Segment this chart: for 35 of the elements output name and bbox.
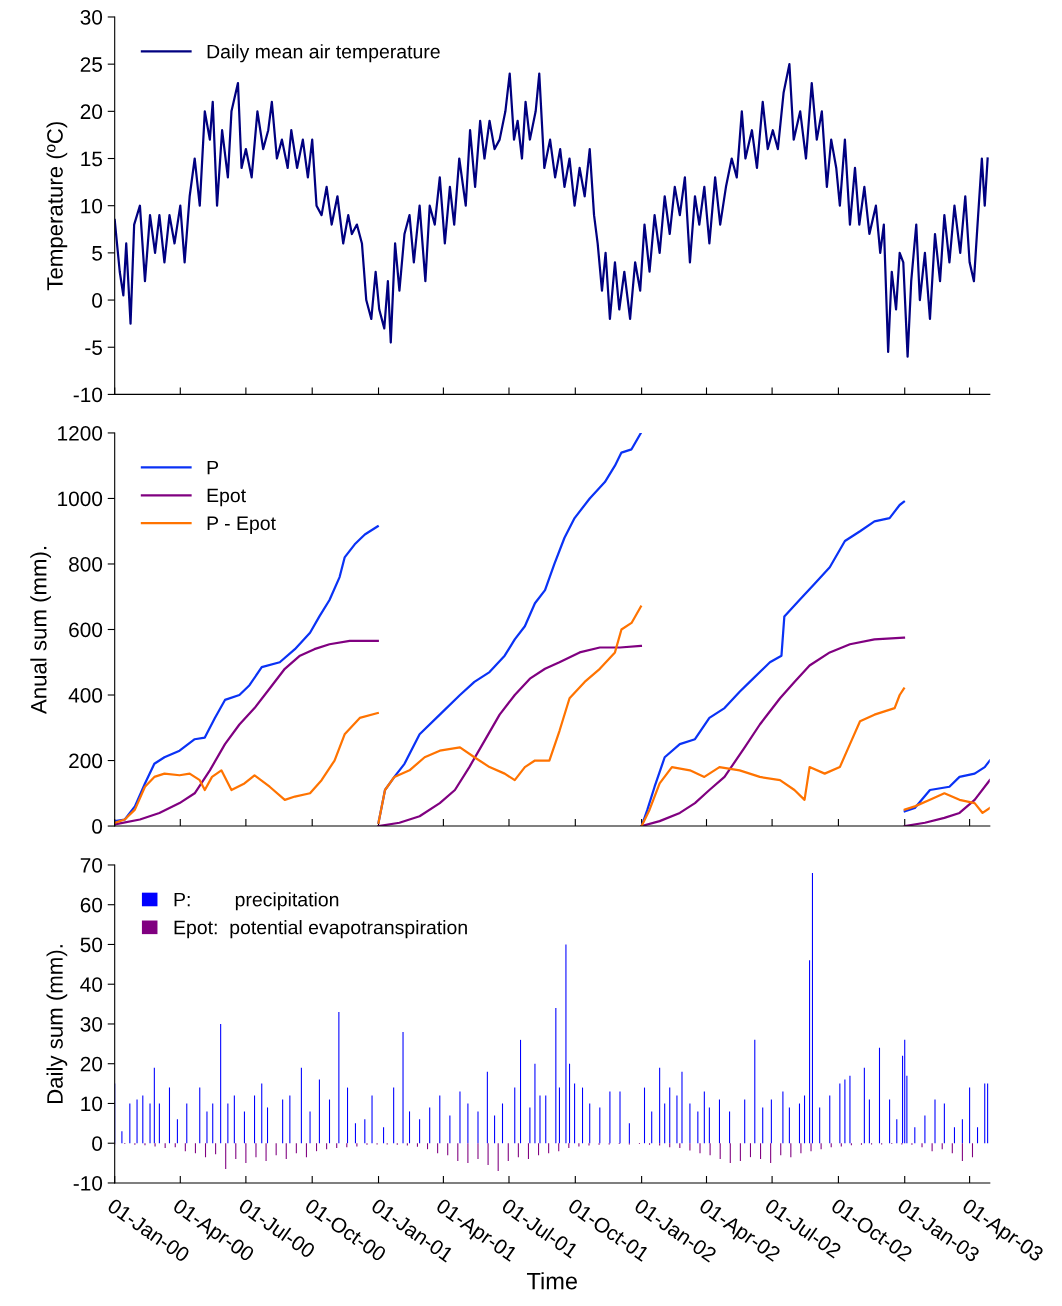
x-axis-title: Time xyxy=(526,1272,577,1290)
legend-label: Daily mean air temperature xyxy=(207,44,440,63)
y-tick-label: 200 xyxy=(69,753,103,769)
y-tick-label: 50 xyxy=(80,937,103,953)
legend-label: Epot xyxy=(207,488,246,507)
y-tick-label: 1000 xyxy=(58,491,103,507)
legend-label: Epot: potential evapotranspiration xyxy=(174,920,467,939)
legend-label: P: precipitation xyxy=(174,892,339,911)
y-tick-label: 40 xyxy=(80,977,103,992)
y-tick-label: 20 xyxy=(80,1056,103,1072)
y-tick-label: -10 xyxy=(73,1175,103,1191)
y-tick-label: 0 xyxy=(92,1136,103,1151)
y-tick-label: 5 xyxy=(92,246,103,261)
legend-label: P xyxy=(207,460,219,475)
y-tick-label: 60 xyxy=(80,897,103,913)
y-axis-title: Anual sum (mm). xyxy=(30,546,51,715)
y-axis-title: Temperature (ºC) xyxy=(46,122,68,291)
y-tick-label: 25 xyxy=(80,57,103,72)
y-tick-label: 10 xyxy=(81,1096,103,1112)
y-tick-label: 400 xyxy=(68,688,103,703)
y-tick-label: 800 xyxy=(69,556,103,572)
y-tick-label: 1200 xyxy=(58,425,103,441)
y-tick-label: 30 xyxy=(80,1016,103,1032)
legend-label: P - Epot xyxy=(207,516,276,534)
y-tick-label: 15 xyxy=(81,151,103,167)
y-axis-title: Daily sum (mm). xyxy=(46,945,68,1103)
y-tick-label: 30 xyxy=(80,9,103,25)
y-tick-label: 600 xyxy=(69,622,103,638)
y-tick-label: 10 xyxy=(81,198,103,214)
y-tick-label: 20 xyxy=(80,104,103,120)
y-tick-label: 0 xyxy=(92,293,103,308)
y-tick-label: 0 xyxy=(92,819,103,834)
y-tick-label: -10 xyxy=(73,387,103,403)
y-tick-label: 70 xyxy=(80,857,103,873)
y-tick-label: -5 xyxy=(85,340,103,355)
